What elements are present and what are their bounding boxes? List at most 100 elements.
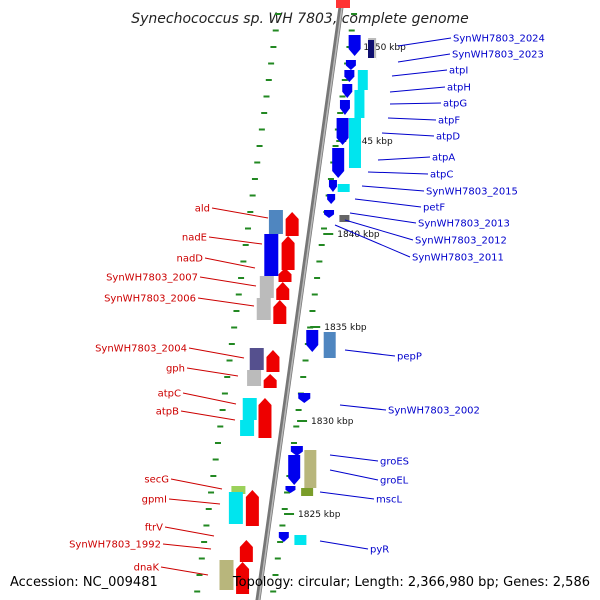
gene-label-synwh7803-2011-rev[interactable]: SynWH7803_2011 xyxy=(412,253,504,264)
gene-label-atpc-fwd[interactable]: atpC xyxy=(158,389,181,400)
gene-label-atpg-rev[interactable]: atpG xyxy=(443,99,467,110)
gene-atpb-c[interactable] xyxy=(240,420,255,436)
gene-atpc-fwd[interactable] xyxy=(242,398,257,420)
gene-label-synwh7803-2004-fwd[interactable]: SynWH7803_2004 xyxy=(95,344,187,355)
gene-label-layer: SynWH7803_2024 SynWH7803_2023 atpI atpH atpG… xyxy=(69,34,545,576)
gene-atpi-a[interactable] xyxy=(345,60,356,70)
gene-synwh7803-2002[interactable] xyxy=(298,393,311,403)
gene-label-pepp-rev[interactable]: pepP xyxy=(397,352,422,363)
gene-ftrv[interactable] xyxy=(239,540,253,562)
gene-label-atph-rev[interactable]: atpH xyxy=(447,83,471,94)
gene-nadd[interactable] xyxy=(278,268,292,282)
gene-atpg-c[interactable] xyxy=(354,90,365,118)
gene-mscl[interactable] xyxy=(285,486,296,493)
gene-synwh7803-2023[interactable] xyxy=(368,40,374,60)
gene-synwh7803-2004[interactable] xyxy=(249,348,264,370)
gene-atph[interactable] xyxy=(344,70,355,82)
leader-line-atpg-rev xyxy=(389,102,442,105)
gene-synwh7803-2024a[interactable] xyxy=(348,35,361,56)
gene-synwh7803-2006[interactable] xyxy=(273,300,287,324)
gene-label-nadd-fwd[interactable]: nadD xyxy=(176,254,203,265)
gene-synwh7803-2006b[interactable] xyxy=(256,298,271,320)
gene-gph-a[interactable] xyxy=(247,370,262,386)
gene-atpd[interactable] xyxy=(336,118,349,145)
gene-label-synwh7803-2007-fwd[interactable]: SynWH7803_2007 xyxy=(106,273,198,284)
gene-label-gpmi-fwd[interactable]: gpmI xyxy=(142,495,167,506)
gene-label-synwh7803-2013-rev[interactable]: SynWH7803_2013 xyxy=(418,219,510,230)
gene-label-synwh7803-2012-rev[interactable]: SynWH7803_2012 xyxy=(415,236,507,247)
gene-label-groes-rev[interactable]: groES xyxy=(380,457,409,468)
gene-nade-a[interactable] xyxy=(264,234,279,276)
gene-label-synwh7803-2024-rev[interactable]: SynWH7803_2024 xyxy=(453,34,545,45)
gene-peppa[interactable] xyxy=(306,330,319,352)
gene-synwh7803-2007b[interactable] xyxy=(276,282,290,300)
gene-label-nade-fwd[interactable]: nadE xyxy=(182,233,207,244)
leader-line-synwh7803-2011-rev xyxy=(334,224,411,258)
leader-line-atpi-rev xyxy=(391,69,448,77)
gene-peppb[interactable] xyxy=(323,332,336,358)
gene-atpc[interactable] xyxy=(328,180,337,192)
gene-label-synwh7803-2002-rev[interactable]: SynWH7803_2002 xyxy=(388,406,480,417)
gene-label-secg-fwd[interactable]: secG xyxy=(144,475,169,486)
gene-label-dnak-fwd[interactable]: dnaK xyxy=(134,563,160,574)
leader-line-petf-rev xyxy=(354,198,422,208)
gene-ald-a[interactable] xyxy=(268,210,283,234)
gene-atpi-b[interactable] xyxy=(366,58,377,70)
leader-line-synwh7803-2015-rev xyxy=(361,185,425,192)
gene-label-ald-fwd[interactable]: ald xyxy=(195,204,210,215)
gene-label-atpc-rev[interactable]: atpC xyxy=(430,170,453,181)
gene-atpd-c[interactable] xyxy=(348,118,361,168)
leader-line-mscl-rev xyxy=(319,491,375,500)
gene-atph-c[interactable] xyxy=(357,70,368,90)
gene-label-ftrv-fwd[interactable]: ftrV xyxy=(145,523,163,534)
gene-nade-b[interactable] xyxy=(281,236,295,270)
gene-ald-b[interactable] xyxy=(285,212,299,236)
gene-gpmi-b[interactable] xyxy=(245,490,259,526)
gene-atpf[interactable] xyxy=(339,100,350,115)
gene-gpmi-a[interactable] xyxy=(228,492,243,524)
leader-line-ald-fwd xyxy=(211,207,269,219)
gene-atpa[interactable] xyxy=(332,148,345,178)
gene-label-pyr-rev[interactable]: pyR xyxy=(370,545,389,556)
gene-label-atpd-rev[interactable]: atpD xyxy=(436,132,460,143)
leader-line-groes-rev xyxy=(329,454,379,462)
gene-groes[interactable] xyxy=(290,446,303,456)
gene-layer xyxy=(219,35,377,594)
genome-backbone xyxy=(255,0,350,600)
topology-label: Topology: circular; Length: 2,366,980 bp… xyxy=(232,575,590,590)
gene-groel-o[interactable] xyxy=(304,450,317,488)
gene-synwh7803-2007[interactable] xyxy=(259,276,274,298)
gene-label-atpb-fwd[interactable]: atpB xyxy=(156,407,179,418)
gene-label-atpa-rev[interactable]: atpA xyxy=(432,153,455,164)
gene-label-petf-rev[interactable]: petF xyxy=(423,203,445,214)
gene-synwh7803-2013[interactable] xyxy=(324,210,335,218)
gene-label-atpi-rev[interactable]: atpI xyxy=(449,66,468,77)
gene-label-atpf-rev[interactable]: atpF xyxy=(438,116,460,127)
gene-label-synwh7803-2015-rev[interactable]: SynWH7803_2015 xyxy=(426,187,518,198)
gene-gph-b[interactable] xyxy=(263,374,277,388)
gene-dnak-b[interactable] xyxy=(236,562,250,594)
map-title: Synechococcus sp. WH 7803, complete geno… xyxy=(131,11,469,27)
gene-petf[interactable] xyxy=(327,194,336,204)
leader-line-pyr-rev xyxy=(319,540,369,550)
gene-mscl-g[interactable] xyxy=(301,488,314,496)
gene-label-synwh7803-2006-fwd[interactable]: SynWH7803_2006 xyxy=(104,294,196,305)
tick-label: 1845 kbp xyxy=(350,137,393,147)
gene-atpb[interactable] xyxy=(258,398,272,438)
leader-line-groel-rev xyxy=(329,469,379,481)
gene-label-synwh7803-2023-rev[interactable]: SynWH7803_2023 xyxy=(452,50,544,61)
gene-pyr-a[interactable] xyxy=(278,532,289,542)
gene-groel[interactable] xyxy=(288,455,301,485)
gene-pyr-b[interactable] xyxy=(294,535,307,545)
gene-label-gph-fwd[interactable]: gph xyxy=(166,364,185,375)
gene-dnak-a[interactable] xyxy=(219,560,234,590)
gene-label-groel-rev[interactable]: groEL xyxy=(380,476,409,487)
leader-line-atpa-rev xyxy=(377,156,431,161)
gene-label-mscl-rev[interactable]: mscL xyxy=(376,495,402,506)
origin-marker xyxy=(336,0,350,8)
gene-synwh7803-2004b[interactable] xyxy=(266,350,280,372)
gene-atpg[interactable] xyxy=(342,84,353,98)
gene-synwh7803-2015[interactable] xyxy=(337,184,350,192)
gene-label-synwh7803-1992-fwd[interactable]: SynWH7803_1992 xyxy=(69,540,161,551)
